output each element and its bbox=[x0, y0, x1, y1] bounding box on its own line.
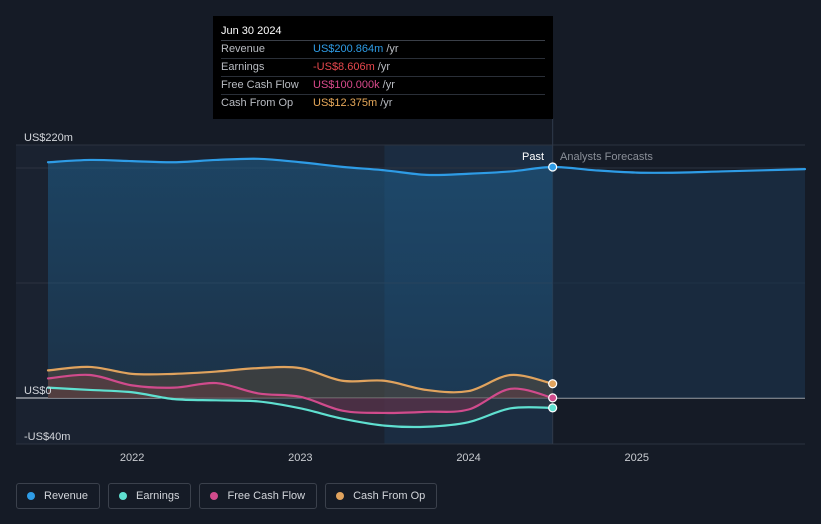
tooltip-value: US$200.864m bbox=[313, 43, 384, 55]
tooltip-unit: /yr bbox=[382, 79, 395, 91]
tooltip-row-cash-from-op: Cash From Op US$12.375m /yr bbox=[221, 95, 545, 112]
y-tick-label: US$0 bbox=[24, 385, 52, 397]
tooltip-label: Free Cash Flow bbox=[221, 79, 299, 91]
tooltip-unit: /yr bbox=[386, 43, 399, 55]
legend-dot-icon bbox=[27, 492, 35, 500]
tooltip-label: Revenue bbox=[221, 43, 266, 55]
legend-item-earnings[interactable]: Earnings bbox=[108, 483, 192, 509]
legend-label: Earnings bbox=[136, 490, 180, 502]
point-revenue bbox=[548, 162, 558, 172]
legend-dot-icon bbox=[210, 492, 219, 500]
tooltip-value: -US$8.606m bbox=[313, 61, 375, 73]
area-free-cash-flow bbox=[48, 374, 553, 413]
tooltip-unit: /yr bbox=[377, 61, 390, 73]
legend-item-free-cash-flow[interactable]: Free Cash Flow bbox=[199, 483, 318, 509]
tooltip-label: Earnings bbox=[221, 61, 265, 73]
tooltip-value: US$12.375m bbox=[313, 97, 378, 109]
tooltip-unit: /yr bbox=[380, 97, 393, 109]
axis-labels: US$220m US$0 -US$40m 2022 2023 2024 2025 bbox=[24, 132, 649, 464]
tooltip-row-revenue: Revenue US$200.864m /yr bbox=[221, 41, 545, 59]
past-label: Past bbox=[522, 151, 544, 163]
line-free-cash-flow bbox=[46, 373, 554, 415]
tooltip-value: US$100.000k bbox=[313, 79, 380, 91]
legend-item-revenue[interactable]: Revenue bbox=[16, 483, 101, 509]
forecast-label: Analysts Forecasts bbox=[560, 151, 653, 163]
point-cash-from-op bbox=[548, 379, 558, 389]
area-revenue-forecast bbox=[552, 167, 805, 398]
series-lines bbox=[46, 157, 807, 429]
line-earnings bbox=[46, 386, 554, 429]
x-tick-label: 2023 bbox=[288, 452, 312, 464]
chart-legend: Revenue Earnings Free Cash Flow Cash Fro… bbox=[16, 483, 438, 511]
line-cash-from-op bbox=[46, 365, 554, 394]
x-tick-label: 2022 bbox=[120, 452, 144, 464]
x-tick-label: 2025 bbox=[625, 452, 649, 464]
tooltip-label: Cash From Op bbox=[221, 97, 294, 109]
legend-item-cash-from-op[interactable]: Cash From Op bbox=[325, 483, 438, 509]
tooltip-date: Jun 30 2024 bbox=[221, 22, 545, 41]
point-free-cash-flow bbox=[548, 393, 558, 403]
legend-dot-icon bbox=[336, 492, 345, 500]
x-tick-label: 2024 bbox=[456, 452, 480, 464]
y-tick-label: -US$40m bbox=[24, 431, 70, 443]
legend-label: Cash From Op bbox=[353, 490, 426, 502]
legend-label: Revenue bbox=[44, 490, 89, 502]
series-endpoints bbox=[548, 162, 558, 413]
line-revenue bbox=[46, 157, 807, 177]
y-tick-label: US$220m bbox=[24, 132, 73, 144]
tooltip-row-earnings: Earnings -US$8.606m /yr bbox=[221, 59, 545, 77]
area-revenue bbox=[48, 158, 553, 398]
tooltip-row-free-cash-flow: Free Cash Flow US$100.000k /yr bbox=[221, 77, 545, 95]
data-tooltip: Jun 30 2024 Revenue US$200.864m /yr Earn… bbox=[213, 16, 553, 119]
point-earnings bbox=[548, 403, 558, 413]
legend-dot-icon bbox=[119, 492, 128, 500]
legend-label: Free Cash Flow bbox=[227, 490, 306, 502]
